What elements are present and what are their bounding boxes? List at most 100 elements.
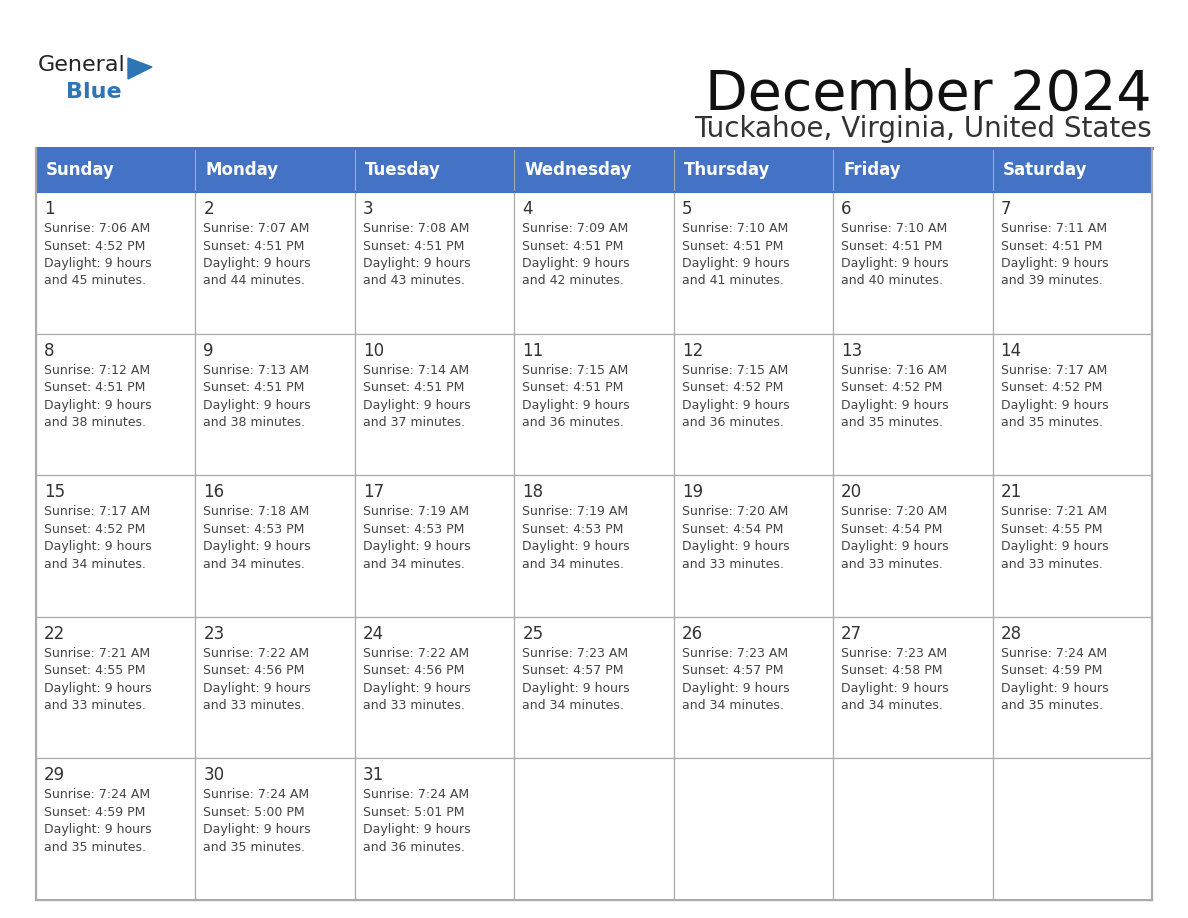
Bar	[196, 617, 355, 758]
Text: 29: 29	[44, 767, 65, 784]
Text: Sunrise: 7:19 AM
Sunset: 4:53 PM
Daylight: 9 hours
and 34 minutes.: Sunrise: 7:19 AM Sunset: 4:53 PM Dayligh…	[362, 505, 470, 571]
Bar	[196, 333, 355, 476]
Text: 15: 15	[44, 483, 65, 501]
Bar	[36, 617, 196, 758]
Text: Sunrise: 7:22 AM
Sunset: 4:56 PM
Daylight: 9 hours
and 33 minutes.: Sunrise: 7:22 AM Sunset: 4:56 PM Dayligh…	[203, 647, 311, 712]
Text: Sunrise: 7:19 AM
Sunset: 4:53 PM
Daylight: 9 hours
and 34 minutes.: Sunrise: 7:19 AM Sunset: 4:53 PM Dayligh…	[523, 505, 630, 571]
Bar	[36, 148, 196, 192]
Text: General: General	[38, 55, 126, 75]
Text: Sunrise: 7:17 AM
Sunset: 4:52 PM
Daylight: 9 hours
and 35 minutes.: Sunrise: 7:17 AM Sunset: 4:52 PM Dayligh…	[1000, 364, 1108, 429]
Bar	[355, 148, 514, 192]
Bar	[833, 617, 992, 758]
Bar	[992, 333, 1152, 476]
Text: December 2024: December 2024	[706, 68, 1152, 122]
Text: Sunrise: 7:17 AM
Sunset: 4:52 PM
Daylight: 9 hours
and 34 minutes.: Sunrise: 7:17 AM Sunset: 4:52 PM Dayligh…	[44, 505, 152, 571]
Text: Sunrise: 7:24 AM
Sunset: 4:59 PM
Daylight: 9 hours
and 35 minutes.: Sunrise: 7:24 AM Sunset: 4:59 PM Dayligh…	[44, 789, 152, 854]
Text: 1: 1	[44, 200, 55, 218]
Bar	[833, 333, 992, 476]
Text: Sunrise: 7:06 AM
Sunset: 4:52 PM
Daylight: 9 hours
and 45 minutes.: Sunrise: 7:06 AM Sunset: 4:52 PM Dayligh…	[44, 222, 152, 287]
Text: Blue: Blue	[67, 82, 121, 102]
Text: Sunrise: 7:23 AM
Sunset: 4:57 PM
Daylight: 9 hours
and 34 minutes.: Sunrise: 7:23 AM Sunset: 4:57 PM Dayligh…	[523, 647, 630, 712]
Bar	[674, 192, 833, 333]
Text: 2: 2	[203, 200, 214, 218]
Bar	[674, 617, 833, 758]
Text: 22: 22	[44, 625, 65, 643]
Bar	[196, 758, 355, 900]
Text: 8: 8	[44, 341, 55, 360]
Text: 28: 28	[1000, 625, 1022, 643]
Text: 4: 4	[523, 200, 532, 218]
Bar	[514, 476, 674, 617]
Text: Sunrise: 7:18 AM
Sunset: 4:53 PM
Daylight: 9 hours
and 34 minutes.: Sunrise: 7:18 AM Sunset: 4:53 PM Dayligh…	[203, 505, 311, 571]
Bar	[36, 192, 196, 333]
Bar	[514, 148, 674, 192]
Text: 24: 24	[362, 625, 384, 643]
Bar	[674, 758, 833, 900]
Text: Wednesday: Wednesday	[524, 161, 632, 179]
Text: Thursday: Thursday	[684, 161, 770, 179]
Text: Sunrise: 7:23 AM
Sunset: 4:58 PM
Daylight: 9 hours
and 34 minutes.: Sunrise: 7:23 AM Sunset: 4:58 PM Dayligh…	[841, 647, 949, 712]
Text: 27: 27	[841, 625, 862, 643]
Text: Friday: Friday	[843, 161, 901, 179]
Text: 3: 3	[362, 200, 373, 218]
Bar	[196, 148, 355, 192]
Bar	[514, 333, 674, 476]
Text: Sunrise: 7:09 AM
Sunset: 4:51 PM
Daylight: 9 hours
and 42 minutes.: Sunrise: 7:09 AM Sunset: 4:51 PM Dayligh…	[523, 222, 630, 287]
Text: 12: 12	[682, 341, 703, 360]
Text: Tuckahoe, Virginia, United States: Tuckahoe, Virginia, United States	[694, 115, 1152, 143]
Bar	[992, 148, 1152, 192]
Text: Sunrise: 7:20 AM
Sunset: 4:54 PM
Daylight: 9 hours
and 33 minutes.: Sunrise: 7:20 AM Sunset: 4:54 PM Dayligh…	[682, 505, 789, 571]
Bar	[674, 476, 833, 617]
Text: 25: 25	[523, 625, 543, 643]
Bar	[992, 476, 1152, 617]
Text: Sunrise: 7:20 AM
Sunset: 4:54 PM
Daylight: 9 hours
and 33 minutes.: Sunrise: 7:20 AM Sunset: 4:54 PM Dayligh…	[841, 505, 949, 571]
Text: 26: 26	[682, 625, 703, 643]
Text: Monday: Monday	[206, 161, 278, 179]
Bar	[36, 333, 196, 476]
Bar	[36, 476, 196, 617]
Bar	[992, 192, 1152, 333]
Bar	[355, 192, 514, 333]
Text: Sunrise: 7:22 AM
Sunset: 4:56 PM
Daylight: 9 hours
and 33 minutes.: Sunrise: 7:22 AM Sunset: 4:56 PM Dayligh…	[362, 647, 470, 712]
Text: 16: 16	[203, 483, 225, 501]
Text: 17: 17	[362, 483, 384, 501]
Text: Sunrise: 7:13 AM
Sunset: 4:51 PM
Daylight: 9 hours
and 38 minutes.: Sunrise: 7:13 AM Sunset: 4:51 PM Dayligh…	[203, 364, 311, 429]
Text: 23: 23	[203, 625, 225, 643]
Text: Sunrise: 7:21 AM
Sunset: 4:55 PM
Daylight: 9 hours
and 33 minutes.: Sunrise: 7:21 AM Sunset: 4:55 PM Dayligh…	[44, 647, 152, 712]
Bar	[196, 192, 355, 333]
Text: Sunrise: 7:12 AM
Sunset: 4:51 PM
Daylight: 9 hours
and 38 minutes.: Sunrise: 7:12 AM Sunset: 4:51 PM Dayligh…	[44, 364, 152, 429]
Bar	[833, 476, 992, 617]
Text: Sunrise: 7:15 AM
Sunset: 4:51 PM
Daylight: 9 hours
and 36 minutes.: Sunrise: 7:15 AM Sunset: 4:51 PM Dayligh…	[523, 364, 630, 429]
Bar	[514, 758, 674, 900]
Text: 10: 10	[362, 341, 384, 360]
Bar	[196, 476, 355, 617]
Text: Sunrise: 7:24 AM
Sunset: 5:01 PM
Daylight: 9 hours
and 36 minutes.: Sunrise: 7:24 AM Sunset: 5:01 PM Dayligh…	[362, 789, 470, 854]
Bar	[833, 192, 992, 333]
Bar	[355, 617, 514, 758]
Bar	[355, 758, 514, 900]
Bar	[355, 333, 514, 476]
Text: Sunrise: 7:11 AM
Sunset: 4:51 PM
Daylight: 9 hours
and 39 minutes.: Sunrise: 7:11 AM Sunset: 4:51 PM Dayligh…	[1000, 222, 1108, 287]
Text: 21: 21	[1000, 483, 1022, 501]
Text: Sunrise: 7:21 AM
Sunset: 4:55 PM
Daylight: 9 hours
and 33 minutes.: Sunrise: 7:21 AM Sunset: 4:55 PM Dayligh…	[1000, 505, 1108, 571]
Bar	[833, 148, 992, 192]
Text: 9: 9	[203, 341, 214, 360]
Text: Sunrise: 7:10 AM
Sunset: 4:51 PM
Daylight: 9 hours
and 40 minutes.: Sunrise: 7:10 AM Sunset: 4:51 PM Dayligh…	[841, 222, 949, 287]
Text: Sunrise: 7:14 AM
Sunset: 4:51 PM
Daylight: 9 hours
and 37 minutes.: Sunrise: 7:14 AM Sunset: 4:51 PM Dayligh…	[362, 364, 470, 429]
Text: 11: 11	[523, 341, 544, 360]
Bar	[833, 758, 992, 900]
Text: Sunrise: 7:24 AM
Sunset: 4:59 PM
Daylight: 9 hours
and 35 minutes.: Sunrise: 7:24 AM Sunset: 4:59 PM Dayligh…	[1000, 647, 1108, 712]
Text: Sunrise: 7:23 AM
Sunset: 4:57 PM
Daylight: 9 hours
and 34 minutes.: Sunrise: 7:23 AM Sunset: 4:57 PM Dayligh…	[682, 647, 789, 712]
Text: 5: 5	[682, 200, 693, 218]
Text: Sunrise: 7:15 AM
Sunset: 4:52 PM
Daylight: 9 hours
and 36 minutes.: Sunrise: 7:15 AM Sunset: 4:52 PM Dayligh…	[682, 364, 789, 429]
Bar	[674, 148, 833, 192]
Text: 7: 7	[1000, 200, 1011, 218]
Bar	[514, 192, 674, 333]
Text: 14: 14	[1000, 341, 1022, 360]
Bar	[674, 333, 833, 476]
Text: Tuesday: Tuesday	[365, 161, 441, 179]
Text: Sunrise: 7:08 AM
Sunset: 4:51 PM
Daylight: 9 hours
and 43 minutes.: Sunrise: 7:08 AM Sunset: 4:51 PM Dayligh…	[362, 222, 470, 287]
Bar	[36, 758, 196, 900]
Text: Sunday: Sunday	[46, 161, 115, 179]
Text: Sunrise: 7:07 AM
Sunset: 4:51 PM
Daylight: 9 hours
and 44 minutes.: Sunrise: 7:07 AM Sunset: 4:51 PM Dayligh…	[203, 222, 311, 287]
